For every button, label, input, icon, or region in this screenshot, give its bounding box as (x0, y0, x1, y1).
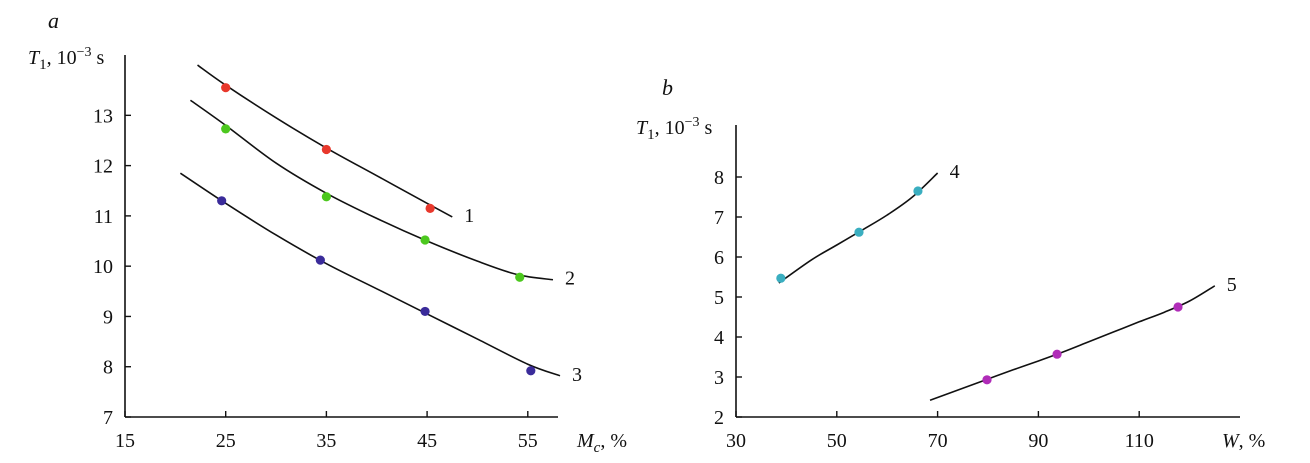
series-3-curve (179, 172, 561, 377)
panel-letter: a (48, 8, 59, 33)
x-axis-label: W, % (1222, 430, 1265, 452)
y-tick-label: 3 (714, 367, 724, 389)
series-2-point (515, 272, 525, 282)
series-4-point (854, 227, 864, 237)
series-1-point (425, 203, 435, 213)
series-2-point (221, 124, 231, 134)
series-3-point (526, 366, 536, 376)
y-tick-label: 7 (714, 207, 724, 229)
y-tick-label: 8 (103, 357, 113, 379)
y-axis-label: T1, 10−3 s (636, 115, 713, 143)
y-axis-label: T1, 10−3 s (28, 45, 105, 73)
x-tick-label: 35 (316, 430, 336, 452)
series-5-point (1173, 302, 1183, 312)
y-tick-label: 6 (714, 247, 724, 269)
series-5-point (1052, 349, 1062, 359)
y-tick-label: 13 (93, 105, 113, 127)
series-5-curve (929, 285, 1216, 401)
series-4-point (776, 273, 786, 283)
x-tick-label: 55 (518, 430, 538, 452)
y-tick-label: 11 (94, 206, 113, 228)
series-2-point (321, 192, 331, 202)
series-4-point (913, 186, 923, 196)
x-tick-label: 45 (417, 430, 437, 452)
series-3-label: 3 (572, 364, 582, 386)
y-tick-label: 10 (93, 256, 113, 278)
y-tick-label: 8 (714, 167, 724, 189)
series-3-point (420, 306, 430, 317)
series-1-point (321, 144, 331, 155)
series-4-label: 4 (950, 161, 960, 183)
panel-b: b 30 50 70 90 110 2 3 4 5 6 7 8 T1, 10−3 s W, % 4 5 (636, 75, 1265, 452)
x-tick-label: 30 (726, 430, 746, 452)
series-2-curve (189, 99, 554, 281)
x-tick-label: 90 (1028, 430, 1048, 452)
x-tick-label: 70 (928, 430, 948, 452)
series-3-point (217, 196, 227, 206)
y-tick-label: 4 (714, 327, 724, 349)
x-tick-label: 50 (827, 430, 847, 452)
x-tick-label: 110 (1125, 430, 1154, 452)
y-tick-label: 5 (714, 287, 724, 309)
y-tick-label: 7 (103, 407, 113, 429)
y-tick-label: 12 (93, 156, 113, 178)
y-tick-label: 9 (103, 306, 113, 328)
x-tick-label: 25 (216, 430, 236, 452)
series-1-point (221, 83, 231, 93)
y-tick-label: 2 (714, 407, 724, 429)
series-2-point (420, 235, 430, 245)
series-5-label: 5 (1227, 274, 1237, 296)
x-tick-label: 15 (115, 430, 135, 452)
series-3-point (315, 255, 325, 265)
x-axis-label: Mc, % (576, 430, 627, 456)
series-5-point (982, 375, 992, 385)
series-1-label: 1 (464, 205, 474, 227)
panel-letter: b (662, 75, 673, 100)
series-2-label: 2 (565, 268, 575, 290)
